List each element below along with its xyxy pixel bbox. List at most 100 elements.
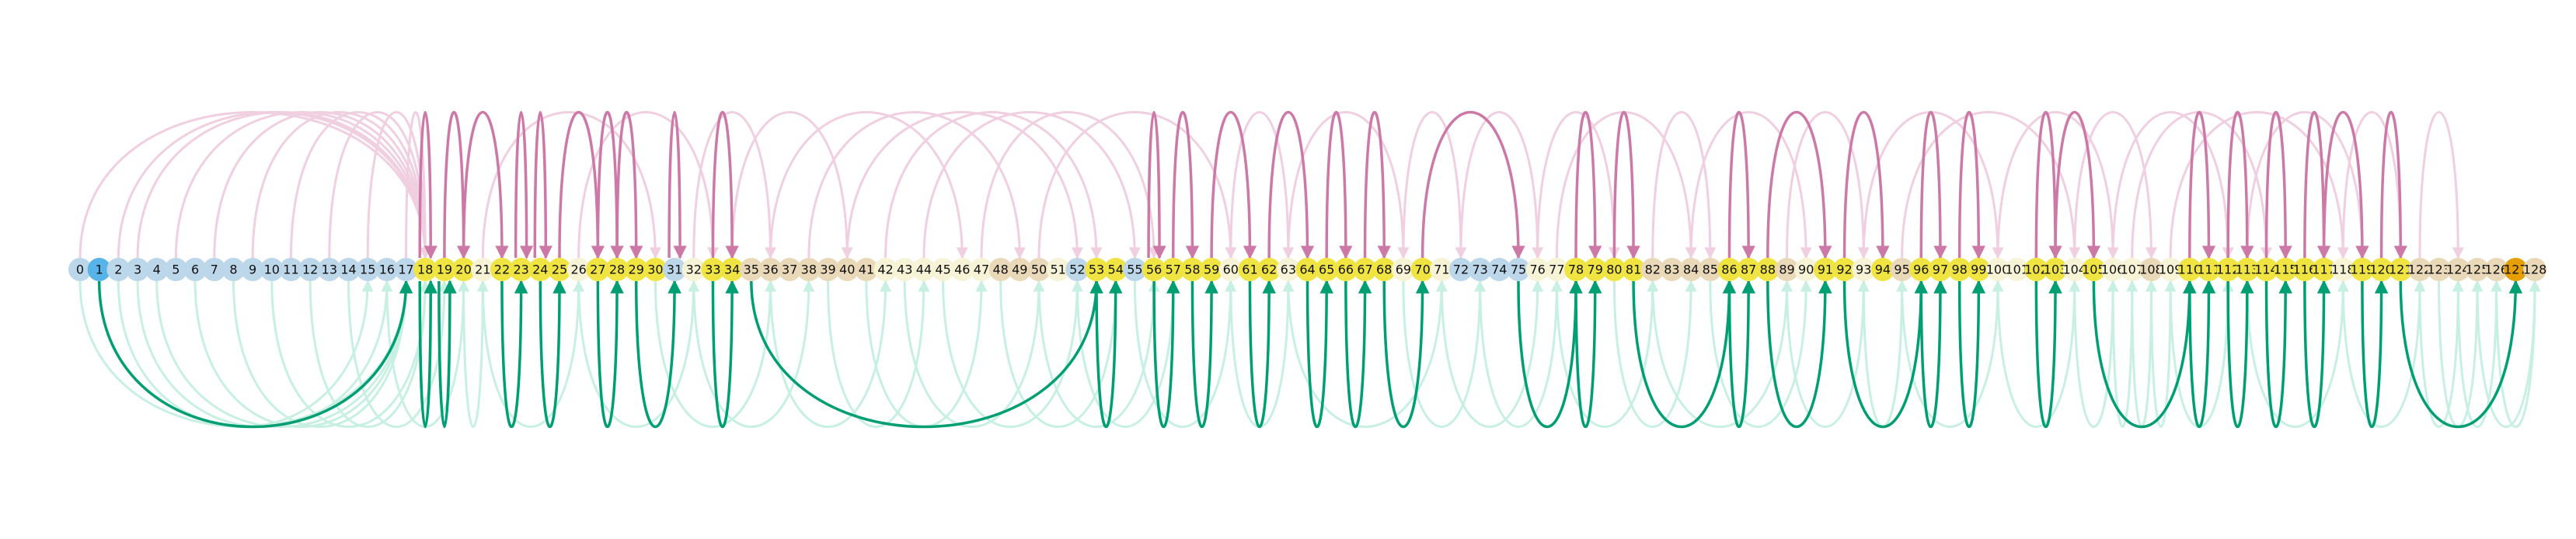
node-49: 49 <box>1008 258 1032 281</box>
node-12: 12 <box>298 258 322 281</box>
node-circle <box>2216 258 2240 281</box>
node-1: 1 <box>87 258 111 281</box>
node-label: 40 <box>839 263 855 277</box>
node-label: 16 <box>379 263 395 277</box>
edge-below <box>1190 280 1218 428</box>
node-54: 54 <box>1103 258 1128 281</box>
node-17: 17 <box>394 258 418 281</box>
node-label: 30 <box>647 263 663 277</box>
node-label: 84 <box>1683 263 1699 277</box>
edge-above <box>1147 111 1166 259</box>
node-label: 59 <box>1204 263 1219 277</box>
node-label: 48 <box>992 263 1008 277</box>
node-33: 33 <box>701 258 725 281</box>
node-63: 63 <box>1276 258 1300 281</box>
faint-edge-above <box>577 111 719 259</box>
node-111: 111 <box>2197 258 2221 281</box>
node-circle <box>1218 258 1243 281</box>
edge-below <box>1344 280 1372 428</box>
node-label: 109 <box>2159 263 2183 277</box>
node-label: 65 <box>1319 263 1334 277</box>
node-125: 125 <box>2466 258 2489 281</box>
node-label: 51 <box>1051 263 1066 277</box>
edge-above <box>615 111 643 259</box>
node-circle <box>1448 258 1473 281</box>
faint-edge-above <box>213 111 431 259</box>
faint-edge-below <box>999 280 1122 428</box>
node-27: 27 <box>586 258 610 281</box>
edge-below <box>1842 280 1929 428</box>
node-44: 44 <box>912 258 936 281</box>
node-label: 24 <box>532 263 548 277</box>
faint-edge-above <box>251 111 431 259</box>
node-13: 13 <box>317 258 341 281</box>
edge-below <box>634 280 681 429</box>
node-circle <box>931 258 955 281</box>
node-label: 101 <box>2005 263 2029 277</box>
node-label: 53 <box>1089 263 1104 277</box>
node-circle <box>1333 258 1358 281</box>
edge-above <box>533 111 553 259</box>
node-circle <box>548 258 571 281</box>
node-label: 57 <box>1166 263 1181 277</box>
node-105: 105 <box>2082 258 2106 281</box>
node-circle <box>260 258 284 281</box>
edge-below <box>437 280 457 428</box>
faint-edge-above <box>1229 111 1295 259</box>
node-label: 112 <box>2216 263 2240 277</box>
faint-edge-below <box>903 280 1045 428</box>
node-102: 102 <box>2024 258 2048 281</box>
node-circle <box>854 258 878 281</box>
node-label: 22 <box>494 263 510 277</box>
node-label: 85 <box>1703 263 1718 277</box>
edge-above <box>2034 111 2062 259</box>
node-label: 46 <box>954 263 970 277</box>
node-label: 96 <box>1913 263 1929 277</box>
node-56: 56 <box>1142 258 1166 281</box>
node-114: 114 <box>2254 258 2278 281</box>
node-label: 41 <box>859 263 874 277</box>
faint-edge-below <box>2073 280 2119 428</box>
node-95: 95 <box>1890 258 1914 281</box>
node-label: 28 <box>609 263 625 277</box>
node-circle <box>2466 258 2489 281</box>
faint-edge-below <box>827 280 930 428</box>
node-123: 123 <box>2427 258 2451 281</box>
faint-edge-below <box>481 280 585 428</box>
node-label: 64 <box>1299 263 1315 277</box>
node-label: 55 <box>1127 263 1142 277</box>
node-label: 86 <box>1721 263 1737 277</box>
node-circle <box>241 258 265 281</box>
node-71: 71 <box>1430 258 1454 281</box>
node-circle <box>586 258 610 281</box>
node-label: 99 <box>1971 263 1986 277</box>
node-label: 88 <box>1760 263 1776 277</box>
node-circle <box>758 258 783 281</box>
node-label: 62 <box>1261 263 1277 277</box>
node-6: 6 <box>183 258 207 281</box>
node-circle <box>1660 258 1684 281</box>
edge-below <box>97 280 413 429</box>
node-61: 61 <box>1238 258 1262 281</box>
node-label: 123 <box>2427 263 2451 277</box>
node-52: 52 <box>1065 258 1089 281</box>
node-circle <box>2312 258 2336 281</box>
node-circle <box>2274 258 2298 281</box>
node-label: 26 <box>571 263 587 277</box>
node-label: 94 <box>1875 263 1891 277</box>
node-label: 78 <box>1568 263 1584 277</box>
node-label: 27 <box>590 263 605 277</box>
node-circle <box>2062 258 2086 281</box>
node-label: 122 <box>2408 263 2432 277</box>
node-116: 116 <box>2293 258 2316 281</box>
faint-edge-below <box>2111 280 2139 428</box>
node-circle <box>1755 258 1779 281</box>
node-circle <box>1410 258 1434 281</box>
node-circle <box>1507 258 1530 281</box>
node-label: 50 <box>1031 263 1047 277</box>
node-circle <box>336 258 361 281</box>
node-108: 108 <box>2139 258 2163 281</box>
node-73: 73 <box>1468 258 1492 281</box>
node-label: 128 <box>2523 263 2547 277</box>
